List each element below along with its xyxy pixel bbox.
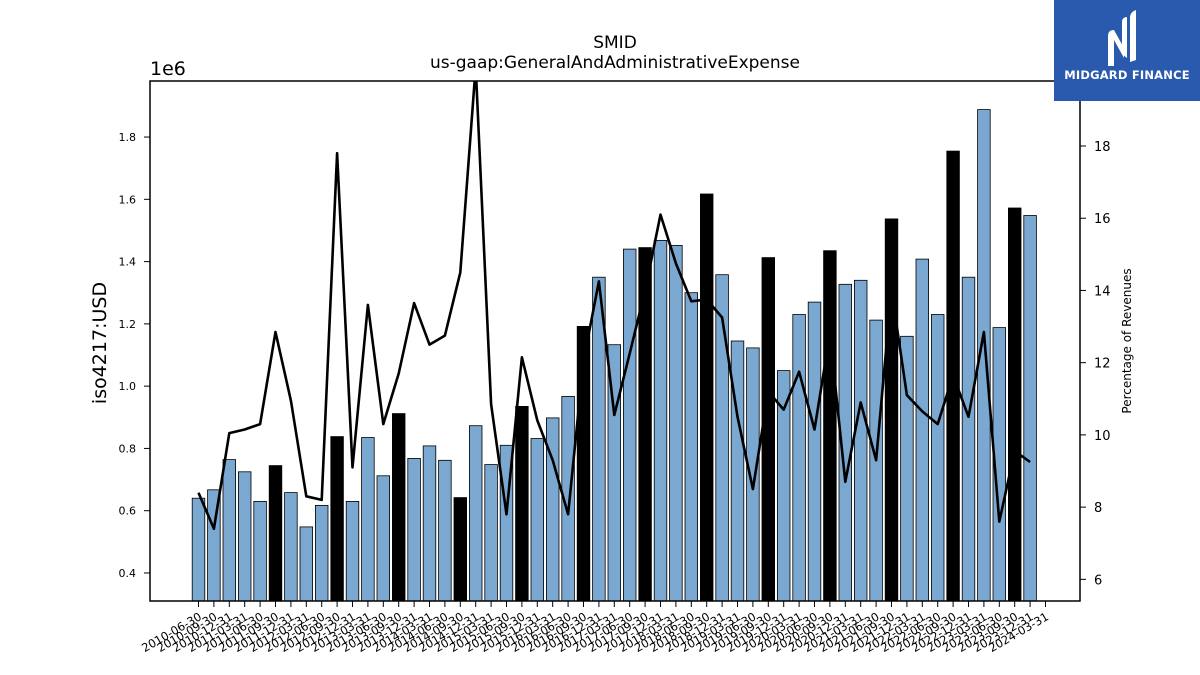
bar (823, 250, 837, 602)
bar (407, 457, 421, 602)
bar (1008, 207, 1022, 602)
y-offset-label: 1e6 (150, 58, 186, 80)
y2-tick-label: 14 (1094, 284, 1111, 299)
bar (915, 258, 930, 602)
bar (484, 464, 498, 602)
y2-axis-label: Percentage of Revenues (1120, 268, 1134, 413)
y-tick-label: 1.0 (119, 380, 137, 393)
bar (931, 314, 945, 602)
bar (1023, 215, 1037, 602)
y2-tick-label: 8 (1094, 501, 1102, 516)
bar (684, 292, 699, 602)
plot-frame (149, 80, 1081, 602)
bar (792, 314, 806, 602)
bar (653, 239, 668, 602)
bar (314, 504, 329, 602)
bar (669, 244, 683, 602)
logo-text: MIDGARD FINANCE (1064, 68, 1190, 82)
brand-logo: MIDGARD FINANCE (1054, 0, 1200, 101)
bar (284, 492, 298, 602)
bar (361, 437, 375, 602)
bar (854, 279, 868, 602)
bar (884, 218, 899, 602)
chart-title: SMID (593, 33, 637, 53)
y2-tick-label: 6 (1094, 573, 1102, 588)
y2-tick-label: 18 (1094, 140, 1111, 155)
ratio-line (197, 81, 1031, 531)
y-tick-label: 0.8 (119, 442, 137, 455)
bar (222, 459, 237, 602)
bar (515, 405, 529, 602)
chart-subtitle: us-gaap:GeneralAndAdministrativeExpense (430, 53, 800, 73)
bar (191, 497, 206, 602)
bar (299, 526, 314, 602)
bar (761, 257, 776, 602)
right-axis: 6 8 10 12 14 16 18 (1080, 140, 1111, 588)
bar (237, 471, 252, 602)
bar (268, 465, 283, 602)
y-tick-label: 0.4 (119, 567, 137, 580)
y-tick-label: 1.6 (119, 193, 137, 206)
bar (422, 445, 437, 602)
y-tick-label: 1.4 (119, 256, 137, 269)
y2-tick-label: 10 (1094, 429, 1111, 444)
bar (453, 497, 468, 602)
y2-tick-label: 16 (1094, 212, 1111, 227)
y-axis-label: iso4217:USD (89, 282, 111, 404)
bar (253, 500, 267, 602)
ratio-line-layer (197, 81, 1031, 531)
y-tick-label: 0.6 (119, 505, 137, 518)
y2-tick-label: 12 (1094, 357, 1111, 372)
bar (376, 475, 391, 602)
bar (530, 438, 545, 602)
bar (961, 276, 976, 602)
bar (438, 459, 452, 602)
bar (700, 193, 714, 602)
bar (638, 247, 652, 602)
bar (623, 248, 637, 602)
midgard-logo-icon (1108, 10, 1136, 66)
y-tick-label: 1.2 (119, 318, 137, 331)
y-tick-label: 1.8 (119, 131, 137, 144)
bar (345, 500, 360, 602)
bar-layer (191, 109, 1037, 602)
bar (330, 436, 344, 602)
left-axis: 0.4 0.6 0.8 1.0 1.2 1.4 1.6 1.8 (119, 131, 150, 580)
bar (468, 425, 483, 602)
bar (807, 301, 822, 602)
bar (391, 413, 406, 602)
x-axis: 2010-06-302010-09-302010-12-312011-03-31… (139, 601, 1051, 655)
bar (900, 335, 914, 602)
